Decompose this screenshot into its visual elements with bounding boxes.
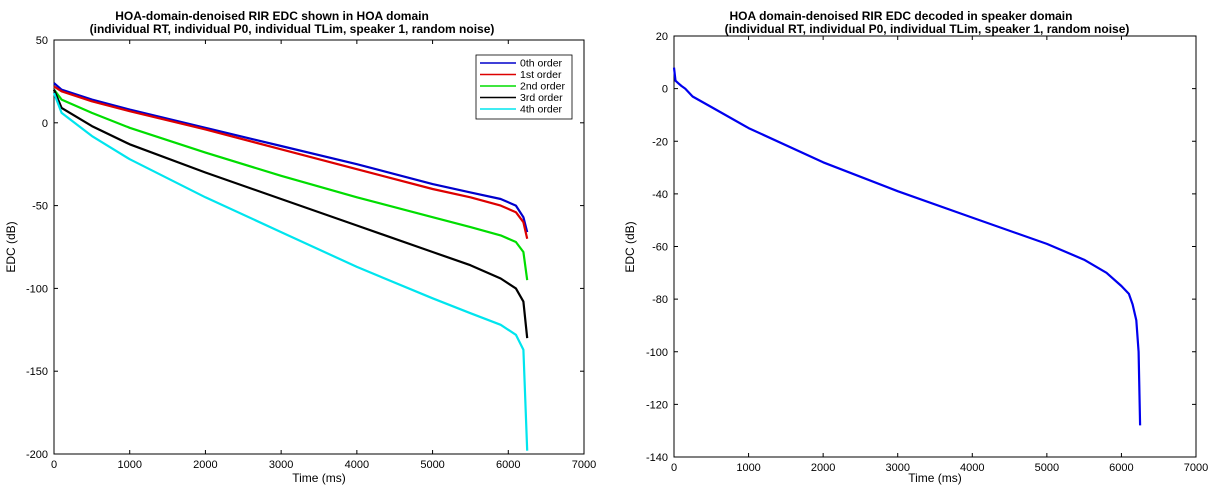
left-line-2nd-order xyxy=(53,89,529,281)
right-series-group xyxy=(672,67,1142,426)
left-y-tick-label: -200 xyxy=(26,449,48,461)
left-x-tick-label: 3000 xyxy=(269,459,293,471)
right-y-tick-label: -100 xyxy=(646,347,668,359)
right-chart-title: HOA domain-denoised RIR EDC decoded in s… xyxy=(730,9,1073,23)
left-x-axis-label: Time (ms) xyxy=(292,471,346,485)
right-x-tick-label: 4000 xyxy=(960,462,984,474)
legend-label-4th-order: 4th order xyxy=(520,104,563,116)
right-x-tick-label: 0 xyxy=(671,462,677,474)
right-y-tick-label: 0 xyxy=(662,84,668,96)
right-x-tick-label: 6000 xyxy=(1109,462,1133,474)
right-x-tick-label: 2000 xyxy=(811,462,835,474)
right-x-axis-label: Time (ms) xyxy=(908,471,962,485)
left-x-axis: 0 1000 2000 3000 4000 5000 6000 7000 xyxy=(51,40,596,471)
left-line-4th-order xyxy=(52,92,529,451)
right-x-axis: 0 1000 2000 3000 4000 5000 6000 7000 xyxy=(671,36,1208,474)
right-y-tick-label: -120 xyxy=(646,399,668,411)
left-chart-title: HOA-domain-denoised RIR EDC shown in HOA… xyxy=(115,9,429,23)
left-x-tick-label: 6000 xyxy=(496,459,520,471)
right-y-tick-label: -40 xyxy=(652,189,668,201)
left-y-tick-label: -100 xyxy=(26,283,48,295)
right-y-tick-label: 20 xyxy=(656,31,668,43)
legend-label-1st-order: 1st order xyxy=(520,69,562,81)
left-line-0th-order xyxy=(53,82,529,233)
right-y-tick-label: -60 xyxy=(652,242,668,254)
right-chart-subtitle: (individual RT, individual P0, individua… xyxy=(725,22,1130,36)
left-line-3rd-order xyxy=(52,89,529,339)
right-line-series-0 xyxy=(672,67,1142,426)
left-chart: HOA-domain-denoised RIR EDC shown in HOA… xyxy=(4,9,596,485)
left-y-axis: -200 -150 -100 -50 0 50 xyxy=(26,35,584,461)
left-plot-area xyxy=(53,39,585,455)
right-x-tick-label: 5000 xyxy=(1035,462,1059,474)
left-x-tick-label: 1000 xyxy=(117,459,141,471)
left-y-tick-label: 0 xyxy=(42,118,48,130)
left-line-1st-order xyxy=(53,85,529,239)
left-x-tick-label: 7000 xyxy=(572,459,596,471)
left-y-tick-label: -50 xyxy=(32,201,48,213)
right-y-tick-label: -80 xyxy=(652,294,668,306)
left-y-tick-label: -150 xyxy=(26,366,48,378)
left-chart-subtitle: (individual RT, individual P0, individua… xyxy=(90,22,495,36)
right-y-tick-label: -140 xyxy=(646,452,668,464)
right-y-axis-label: EDC (dB) xyxy=(623,221,637,272)
right-chart: HOA domain-denoised RIR EDC decoded in s… xyxy=(623,9,1208,485)
left-y-axis-label: EDC (dB) xyxy=(4,221,18,272)
right-x-tick-label: 1000 xyxy=(736,462,760,474)
right-x-tick-label: 7000 xyxy=(1184,462,1208,474)
left-x-tick-label: 4000 xyxy=(345,459,369,471)
left-x-tick-label: 5000 xyxy=(420,459,444,471)
left-x-tick-label: 0 xyxy=(51,459,57,471)
legend-label-3rd-order: 3rd order xyxy=(520,92,563,104)
legend-label-0th-order: 0th order xyxy=(520,58,563,70)
left-series-group xyxy=(52,82,529,451)
right-y-axis: -140 -120 -100 -80 -60 -40 -20 0 20 xyxy=(646,31,1196,464)
left-x-tick-label: 2000 xyxy=(193,459,217,471)
right-y-tick-label: -20 xyxy=(652,136,668,148)
legend-label-2nd-order: 2nd order xyxy=(520,81,565,93)
right-x-tick-label: 3000 xyxy=(885,462,909,474)
left-y-tick-label: 50 xyxy=(36,35,48,47)
